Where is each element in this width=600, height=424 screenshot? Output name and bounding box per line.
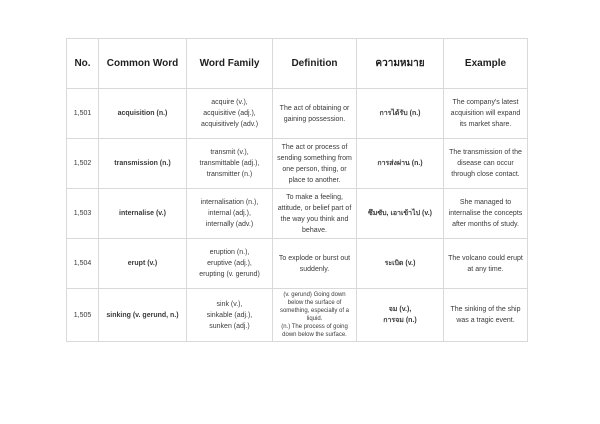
example-cell: The transmission of the disease can occu… <box>443 138 528 189</box>
word-family-line: acquisitively (adv.) <box>200 121 259 128</box>
col-header-definition: Definition <box>272 38 357 89</box>
definition-text: The act or process of sending something … <box>277 143 352 184</box>
word-family-line: transmitter (n.) <box>206 171 253 178</box>
common-word-cell: erupt (v.) <box>98 238 187 289</box>
example-cell: The company's latest acquisition will ex… <box>443 88 528 139</box>
table-row-1505: 1,505 sinking (v. gerund, n.) sink (v.),… <box>66 288 528 342</box>
common-word-cell: transmission (n.) <box>98 138 187 189</box>
thai-meaning-cell: ระเบิด (v.) <box>356 238 444 289</box>
word-family-cell: transmit (v.), transmittable (adj.), tra… <box>186 138 273 189</box>
thai-meaning-line: การได้รับ (n.) <box>379 110 421 117</box>
word-family-line: eruption (n.), <box>209 249 250 256</box>
definition-text: To explode or burst out suddenly. <box>278 254 351 273</box>
word-family-line: acquire (v.), <box>211 99 248 106</box>
common-word-cell: sinking (v. gerund, n.) <box>98 288 187 342</box>
no-cell: 1,501 <box>66 88 99 139</box>
header-row: No. Common Word Word Family Definition ค… <box>66 38 528 89</box>
word-family-cell: internalisation (n.), internal (adj.), i… <box>186 188 273 239</box>
definition-text: (v. gerund) Going down below the surface… <box>279 292 350 322</box>
word-family-line: sunken (adj.) <box>209 322 250 330</box>
example-cell: The volcano could erupt at any time. <box>443 238 528 289</box>
word-family-line: transmittable (adj.), <box>199 160 260 167</box>
word-family-cell: acquire (v.), acquisitive (adj.), acquis… <box>186 88 273 139</box>
word-family-line: sink (v.), <box>216 300 243 308</box>
thai-meaning-line: การจม (n.) <box>383 317 417 324</box>
thai-meaning-cell: การได้รับ (n.) <box>356 88 444 139</box>
table-row-1502: 1,502 transmission (n.) transmit (v.), t… <box>66 138 528 189</box>
thai-meaning-cell: จม (v.), การจม (n.) <box>356 288 444 342</box>
example-cell: She managed to internalise the concepts … <box>443 188 528 239</box>
thai-meaning-line: การส่งผ่าน (n.) <box>377 160 423 167</box>
thai-meaning-line: จม (v.), <box>388 306 412 313</box>
word-family-line: eruptive (adj.), <box>207 260 252 267</box>
definition-cell: To make a feeling, attitude, or belief p… <box>272 188 357 239</box>
definition-cell: To explode or burst out suddenly. <box>272 238 357 289</box>
table-row-1501: 1,501 acquisition (n.) acquire (v.), acq… <box>66 88 528 139</box>
common-word-cell: internalise (v.) <box>98 188 187 239</box>
col-header-no: No. <box>66 38 99 89</box>
word-family-cell: sink (v.), sinkable (adj.), sunken (adj.… <box>186 288 273 342</box>
word-family-cell: eruption (n.), eruptive (adj.), erupting… <box>186 238 273 289</box>
thai-meaning-cell: ซึมซับ, เอาเข้าไป (v.) <box>356 188 444 239</box>
definition-cell: (v. gerund) Going down below the surface… <box>272 288 357 342</box>
word-family-line: erupting (v. gerund) <box>199 271 260 278</box>
no-cell: 1,504 <box>66 238 99 289</box>
definition-cell: The act or process of sending something … <box>272 138 357 189</box>
example-cell: The sinking of the ship was a tragic eve… <box>443 288 528 342</box>
definition-text: (n.) The process of going down below the… <box>281 324 348 338</box>
col-header-example: Example <box>443 38 528 89</box>
col-header-word-family: Word Family <box>186 38 273 89</box>
thai-meaning-line: ระเบิด (v.) <box>384 260 416 267</box>
word-family-line: internal (adj.), <box>208 210 251 217</box>
no-cell: 1,505 <box>66 288 99 342</box>
no-cell: 1,503 <box>66 188 99 239</box>
definition-text: To make a feeling, attitude, or belief p… <box>277 193 352 234</box>
definition-text: The act of obtaining or gaining possessi… <box>279 104 350 123</box>
vocabulary-table: No. Common Word Word Family Definition ค… <box>66 38 528 342</box>
thai-meaning-line: ซึมซับ, เอาเข้าไป (v.) <box>368 210 432 217</box>
col-header-common-word: Common Word <box>98 38 187 89</box>
word-family-line: internally (adv.) <box>205 221 254 228</box>
table-row-1503: 1,503 internalise (v.) internalisation (… <box>66 188 528 239</box>
definition-cell: The act of obtaining or gaining possessi… <box>272 88 357 139</box>
common-word-cell: acquisition (n.) <box>98 88 187 139</box>
no-cell: 1,502 <box>66 138 99 189</box>
word-family-line: internalisation (n.), <box>200 199 259 206</box>
table-row-1504: 1,504 erupt (v.) eruption (n.), eruptive… <box>66 238 528 289</box>
word-family-line: acquisitive (adj.), <box>203 110 256 117</box>
thai-meaning-cell: การส่งผ่าน (n.) <box>356 138 444 189</box>
word-family-line: transmit (v.), <box>210 149 249 156</box>
word-family-line: sinkable (adj.), <box>206 311 253 319</box>
col-header-meaning-thai: ความหมาย <box>356 38 444 89</box>
